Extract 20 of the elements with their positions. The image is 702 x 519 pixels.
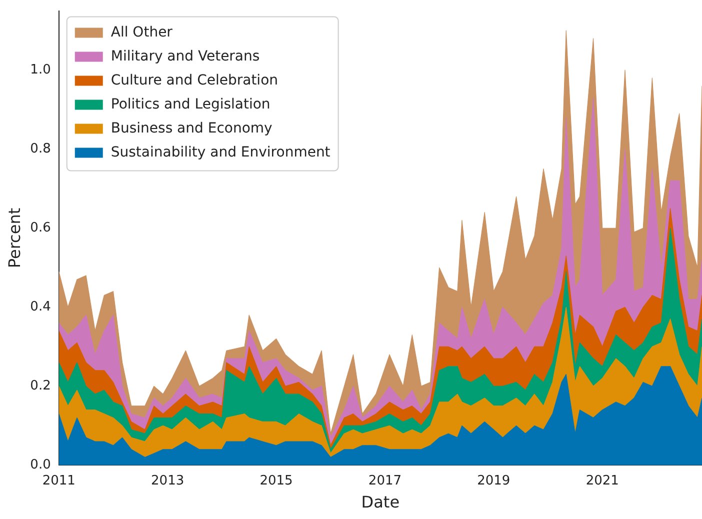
y-tick-label: 1.0 — [30, 62, 51, 78]
y-tick-label: 0.4 — [30, 300, 51, 315]
legend-label: Sustainability and Environment — [110, 144, 331, 160]
x-axis-title: Date — [361, 492, 400, 512]
y-tick-label: 0.2 — [30, 378, 51, 394]
legend-label: Politics and Legislation — [110, 96, 270, 112]
x-tick-label: 2019 — [477, 473, 510, 488]
y-tick-label: 0.0 — [30, 458, 51, 473]
x-tick-label: 2015 — [260, 473, 293, 488]
legend-label: Culture and Celebration — [110, 72, 278, 88]
y-axis-title: Percent — [4, 208, 24, 268]
legend-label: All Other — [110, 24, 173, 40]
y-tick-label: 0.8 — [30, 141, 51, 156]
x-tick-label: 2011 — [42, 473, 76, 488]
x-tick-label: 2013 — [151, 473, 184, 488]
x-tick-label: 2021 — [586, 473, 619, 488]
x-tick-label: 2017 — [368, 473, 402, 488]
legend-label: Military and Veterans — [110, 48, 260, 64]
legend-label: Business and Economy — [110, 120, 272, 136]
y-tick-label: 0.6 — [30, 220, 51, 236]
